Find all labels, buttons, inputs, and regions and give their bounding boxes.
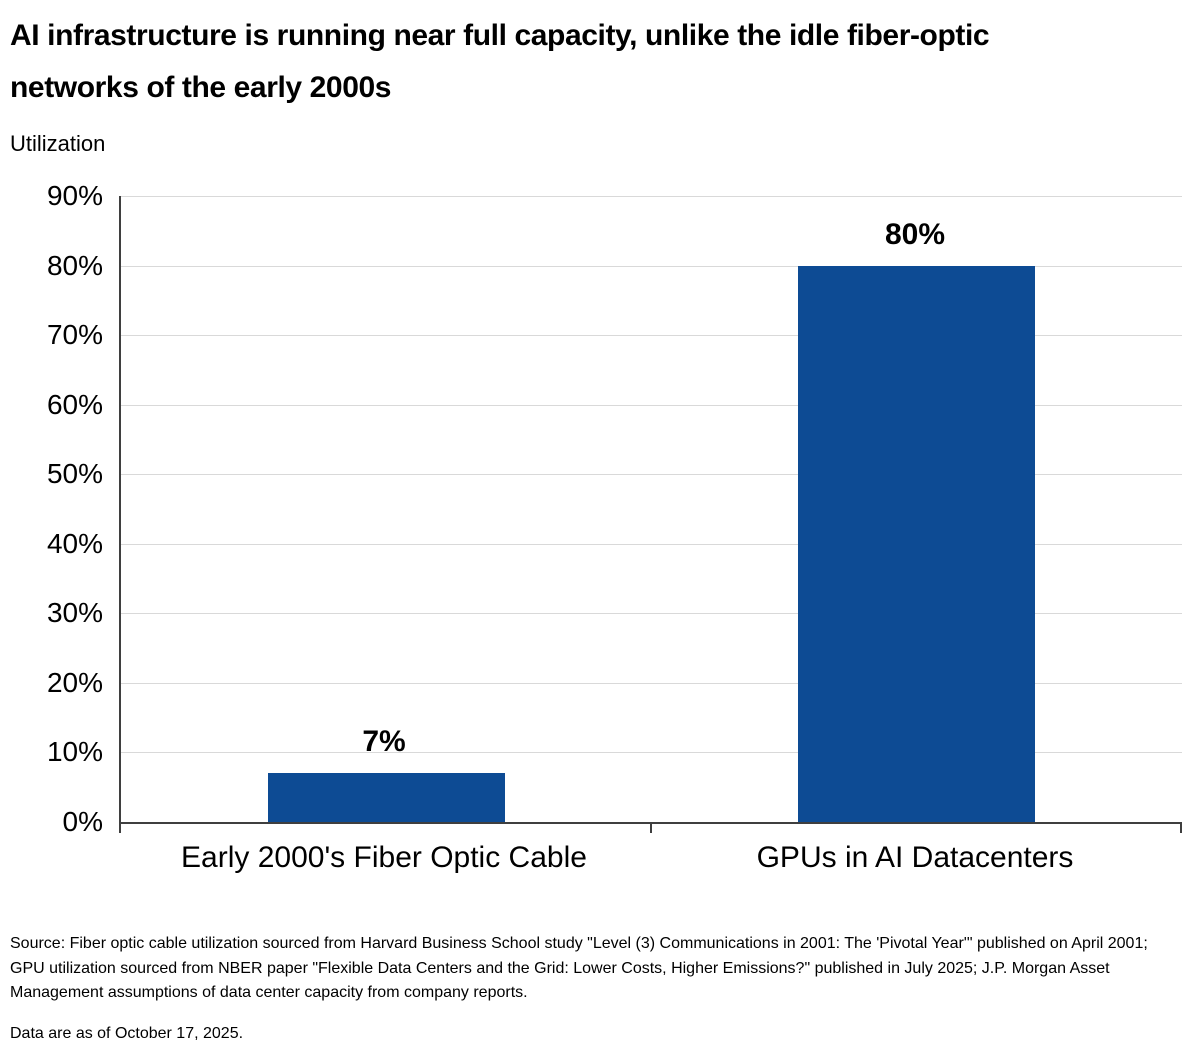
bar-value-label: 80% (884, 218, 946, 251)
x-axis-tick (119, 824, 121, 833)
y-axis-tick-label: 50% (46, 458, 103, 489)
footer-notes: Source: Fiber optic cable utilization so… (10, 932, 1175, 1043)
x-axis-tick (1180, 824, 1182, 833)
x-axis-category-label: GPUs in AI Datacenters (756, 841, 1074, 874)
bar-early-2000-s-fiber-optic-cable (268, 773, 505, 822)
y-axis-tick-label: 80% (46, 250, 103, 281)
x-axis-category-label: Early 2000's Fiber Optic Cable (181, 841, 587, 874)
source-note: Source: Fiber optic cable utilization so… (10, 935, 1148, 1001)
gridline-50pct (121, 474, 1182, 475)
bar-chart: 0% 10% 20% 30% 40% 50% 60% 70% 80% 90% 7% Early 200… (46, 180, 1182, 874)
y-axis-tick-label: 0% (62, 806, 103, 837)
bar-gpus-in-ai-datacenters (798, 266, 1035, 822)
gridline-70pct (121, 335, 1182, 336)
y-axis-tick-label: 30% (46, 597, 103, 628)
chart-title-line-2: networks of the early 2000s (10, 71, 392, 104)
plot-area (119, 196, 1182, 824)
y-axis-tick-label: 90% (46, 180, 103, 211)
gridline-20pct (121, 683, 1182, 684)
y-axis-tick-label: 40% (46, 528, 103, 559)
x-axis-tick (650, 824, 652, 833)
data-asof-note: Data are as of October 17, 2025. (10, 1024, 244, 1042)
y-axis-title: Utilization (10, 131, 106, 156)
y-axis-tick-label: 20% (46, 667, 103, 698)
chart-title: AI infrastructure is running near full c… (10, 10, 990, 114)
gridline-60pct (121, 405, 1182, 406)
chart-title-line-1: AI infrastructure is running near full c… (10, 19, 990, 52)
gridline-10pct (121, 752, 1182, 753)
y-axis-tick-label: 60% (46, 389, 103, 420)
y-axis-tick-label: 70% (46, 319, 103, 350)
bar-value-label: 7% (362, 725, 406, 758)
gridline-40pct (121, 544, 1182, 545)
gridline-90pct (121, 196, 1182, 197)
gridline-80pct (121, 266, 1182, 267)
gridline-30pct (121, 613, 1182, 614)
y-axis-tick-label: 10% (46, 736, 103, 767)
